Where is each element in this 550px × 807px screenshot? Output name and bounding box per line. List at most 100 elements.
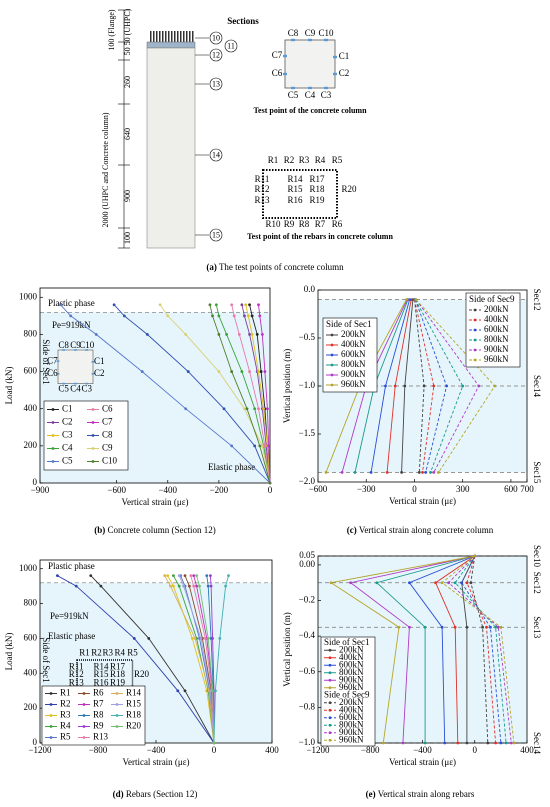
series-line (461, 555, 502, 744)
x-tick-label: −1200 (306, 745, 330, 755)
legend-label: 960kN (341, 379, 366, 389)
concrete-point-label: C9 (70, 340, 81, 350)
legend-marker (82, 714, 86, 717)
legend-title: Side of Sec9 (324, 689, 370, 699)
legend-label: 400kN (339, 652, 364, 662)
data-point (187, 584, 191, 588)
legend-label: R4 (60, 721, 71, 731)
gauge (56, 360, 60, 363)
legend-label: 200kN (484, 304, 509, 314)
rebar-caption: Test point of the rebars in concrete col… (247, 232, 393, 241)
data-point (432, 384, 436, 388)
data-point (437, 471, 440, 474)
data-point (260, 444, 264, 448)
x-tick-label: −300 (357, 484, 376, 494)
y-tick-label: 0.00 (299, 559, 315, 569)
x-tick-label: 300 (456, 484, 470, 494)
legend-label: 200kN (339, 697, 364, 707)
caption-label: (a) (206, 262, 217, 272)
data-point (381, 741, 385, 745)
x-tick-label: −800 (89, 745, 108, 755)
x-tick-label: 700 (520, 484, 534, 494)
legend-box (322, 317, 378, 393)
legend-title: Side of Sec1 (324, 637, 370, 647)
legend-marker (473, 328, 477, 332)
data-point (59, 303, 62, 307)
legend-label: 800kN (341, 359, 366, 369)
y-tick-label: −2.0 (299, 476, 316, 486)
data-point (214, 303, 218, 307)
rebar-point-label: R6 (332, 219, 343, 229)
section-number: 10 (212, 33, 220, 42)
data-point (423, 741, 427, 745)
annotation: Pe=919kN (52, 320, 91, 330)
rebar-point-label: R5 (332, 155, 343, 165)
legend-marker (51, 421, 55, 424)
data-point (456, 741, 460, 745)
rebar-point-label: R3 (299, 155, 310, 165)
annotation: Elastic phase (48, 631, 95, 641)
legend-marker (328, 708, 332, 712)
annotation: Side of Sec1 (41, 339, 51, 385)
rebar-point-label: R7 (315, 219, 326, 229)
data-point (158, 303, 162, 307)
series-line (435, 555, 476, 744)
legend-marker (82, 703, 86, 706)
data-point (211, 314, 214, 318)
gauge (308, 38, 312, 42)
legend-marker (328, 648, 332, 652)
data-point (74, 584, 78, 588)
data-point (414, 298, 418, 301)
data-point (369, 471, 373, 474)
annotation: Plastic phase (48, 298, 95, 308)
dimension-label: 100 (123, 232, 132, 244)
series-line (461, 555, 476, 743)
y-tick-label: −0.8 (299, 701, 316, 711)
data-point (56, 574, 59, 578)
data-point (432, 471, 436, 474)
rebar-point-label: R14 (287, 174, 303, 184)
rebar-point-label: R9 (284, 219, 295, 229)
legend-label: 400kN (341, 339, 366, 349)
legend-marker (82, 692, 86, 695)
concrete-point-label: C8 (288, 28, 299, 38)
column-body (146, 47, 196, 249)
data-point (469, 581, 473, 585)
concrete-point-label: C2 (339, 68, 350, 78)
legend-marker (91, 408, 95, 411)
gauge (62, 382, 65, 385)
data-point (248, 370, 251, 373)
data-point (192, 574, 196, 578)
legend-label: 960kN (484, 354, 509, 364)
series-line (441, 555, 515, 744)
y-tick-label: −0.6 (299, 666, 316, 676)
y-tick-label: −1.5 (299, 428, 316, 438)
legend-label: 400kN (484, 314, 509, 324)
section-label: Sec13 (532, 616, 542, 638)
y-tick-label: 200 (24, 440, 38, 450)
data-point (263, 444, 267, 448)
legend-box (41, 685, 146, 746)
legend-label: 960kN (339, 682, 364, 692)
data-point (122, 314, 126, 318)
x-tick-label: 400 (520, 745, 534, 755)
legend-marker (330, 343, 334, 347)
data-point (477, 384, 481, 388)
data-point (429, 471, 432, 474)
concrete-point-label: C7 (272, 50, 283, 60)
concrete-section (57, 349, 94, 384)
legend-title: Side of Sec1 (326, 319, 372, 329)
legend-marker (115, 714, 119, 717)
x-axis-label: Vertical strain (με) (122, 757, 189, 767)
data-point (230, 303, 234, 307)
x-tick-label: 400 (265, 745, 279, 755)
data-point (263, 370, 267, 373)
data-point (253, 407, 257, 411)
rebar-point-label: R12 (69, 669, 84, 679)
data-point (203, 637, 207, 640)
data-point (489, 625, 492, 629)
data-point (340, 471, 344, 474)
data-point (486, 741, 490, 745)
concrete-point-label: C3 (321, 90, 332, 100)
series-line (408, 555, 475, 744)
